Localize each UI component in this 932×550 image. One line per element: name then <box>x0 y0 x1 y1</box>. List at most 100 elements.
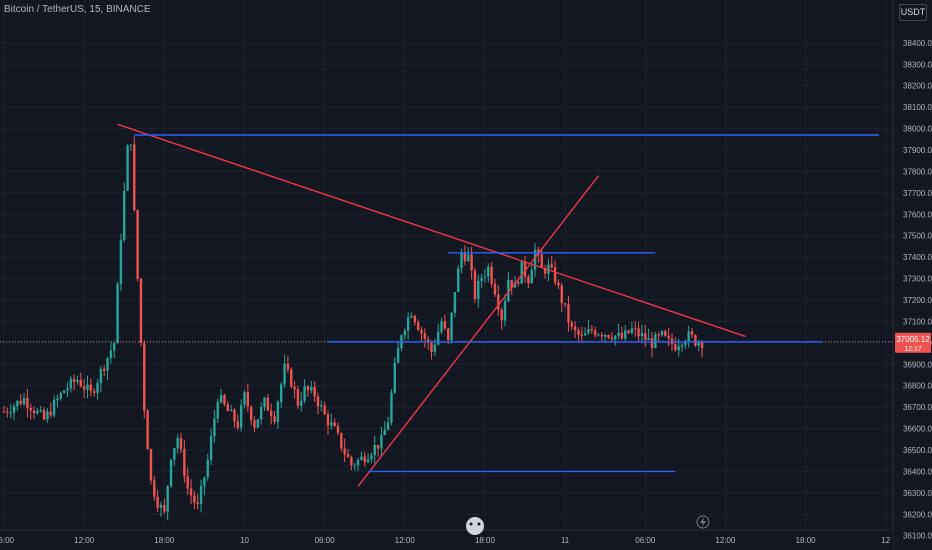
candle-body <box>396 348 400 363</box>
candle-body <box>597 334 600 336</box>
lightning-icon[interactable] <box>696 515 710 529</box>
candle-body <box>447 328 450 340</box>
candle-body <box>480 277 483 281</box>
candle-body <box>694 335 697 346</box>
candle-body <box>6 411 9 413</box>
candle-body <box>664 331 667 336</box>
candle-body <box>620 332 624 339</box>
candle-body <box>326 414 330 426</box>
x-tick-label: 18:00 <box>475 536 496 545</box>
candle-body <box>497 294 500 310</box>
candle-body <box>259 406 263 420</box>
candle-body <box>573 326 577 331</box>
y-tick-label: 38100.00 <box>903 103 932 112</box>
candle-body <box>540 254 543 268</box>
y-tick-label: 37700.00 <box>903 189 932 198</box>
x-tick-label: 12:00 <box>74 536 95 545</box>
y-tick-label: 36300.00 <box>903 489 932 498</box>
candle-body <box>49 411 52 416</box>
candle-body <box>420 329 423 334</box>
candle-body <box>443 321 447 329</box>
candle-body <box>266 397 270 411</box>
y-tick-label: 37300.00 <box>903 275 932 284</box>
candle-body <box>346 454 350 458</box>
candle-body <box>123 190 126 241</box>
candle-body <box>657 334 660 336</box>
candle-body <box>219 395 223 403</box>
time-axis[interactable] <box>0 530 893 550</box>
candle-body <box>647 338 650 340</box>
candle-body <box>570 322 573 327</box>
candle-body <box>69 378 72 389</box>
candle-body <box>153 480 156 497</box>
candle-body <box>270 410 273 417</box>
candle-body <box>697 342 700 346</box>
candle-body <box>360 456 363 460</box>
candle-body <box>52 400 56 416</box>
y-tick-label: 37500.00 <box>903 232 932 241</box>
candle-body <box>604 334 607 337</box>
y-tick-label: 37100.00 <box>903 317 932 326</box>
candle-body <box>176 437 179 449</box>
candle-body <box>79 379 83 387</box>
candle-body <box>189 488 193 496</box>
candle-body <box>563 303 567 305</box>
candle-body <box>143 343 146 411</box>
candle-body <box>630 328 634 334</box>
candle-body <box>650 338 654 349</box>
y-tick-label: 38300.00 <box>903 60 932 69</box>
candle-body <box>667 335 670 339</box>
candle-body <box>173 448 176 460</box>
candle-body <box>513 282 517 288</box>
candle-body <box>149 449 153 481</box>
candle-body <box>106 357 109 371</box>
candle-body <box>530 269 533 284</box>
candle-body <box>507 279 510 302</box>
candle-body <box>76 379 79 383</box>
candle-body <box>323 405 326 415</box>
candle-body <box>343 448 346 455</box>
trendline-red[interactable] <box>357 175 600 487</box>
candle-body <box>390 392 393 423</box>
price-badge <box>895 332 931 353</box>
candle-body <box>313 386 316 397</box>
candle-body <box>16 400 19 407</box>
candle-body <box>253 420 256 428</box>
candle-body <box>660 331 664 335</box>
candle-body <box>684 342 687 345</box>
candle-body <box>467 254 470 262</box>
candle-body <box>159 504 163 508</box>
candle-body <box>437 331 440 345</box>
price-axis[interactable] <box>893 0 932 550</box>
x-tick-label: 18:00 <box>796 536 817 545</box>
y-tick-label: 36500.00 <box>903 446 932 455</box>
candle-body <box>12 406 16 413</box>
y-tick-label: 36600.00 <box>903 425 932 434</box>
candle-body <box>590 329 594 331</box>
trendline-red[interactable] <box>117 123 746 338</box>
candle-body <box>376 444 380 449</box>
symbol-title: Bitcoin / TetherUS, 15, BINANCE <box>4 4 151 15</box>
candle-body <box>624 330 627 339</box>
candle-body <box>126 145 129 191</box>
avatar-eye-icon <box>469 522 473 526</box>
x-tick-label: 18:00 <box>154 536 175 545</box>
candle-body <box>547 264 550 274</box>
avatar-icon[interactable] <box>466 517 484 535</box>
candle-body <box>430 342 433 352</box>
candle-body <box>510 279 513 288</box>
candle-body <box>256 419 260 428</box>
candle-body <box>490 266 493 284</box>
candle-body <box>370 455 373 460</box>
y-tick-label: 37200.00 <box>903 296 932 305</box>
candle-body <box>163 504 166 512</box>
candle-body <box>627 330 630 334</box>
x-tick-label: 10 <box>240 536 249 545</box>
candle-body <box>109 350 113 358</box>
candle-body <box>136 210 139 279</box>
currency-button[interactable]: USDT <box>899 4 927 21</box>
candle-body <box>460 252 463 269</box>
candle-body <box>356 459 360 466</box>
candle-body <box>92 391 96 393</box>
